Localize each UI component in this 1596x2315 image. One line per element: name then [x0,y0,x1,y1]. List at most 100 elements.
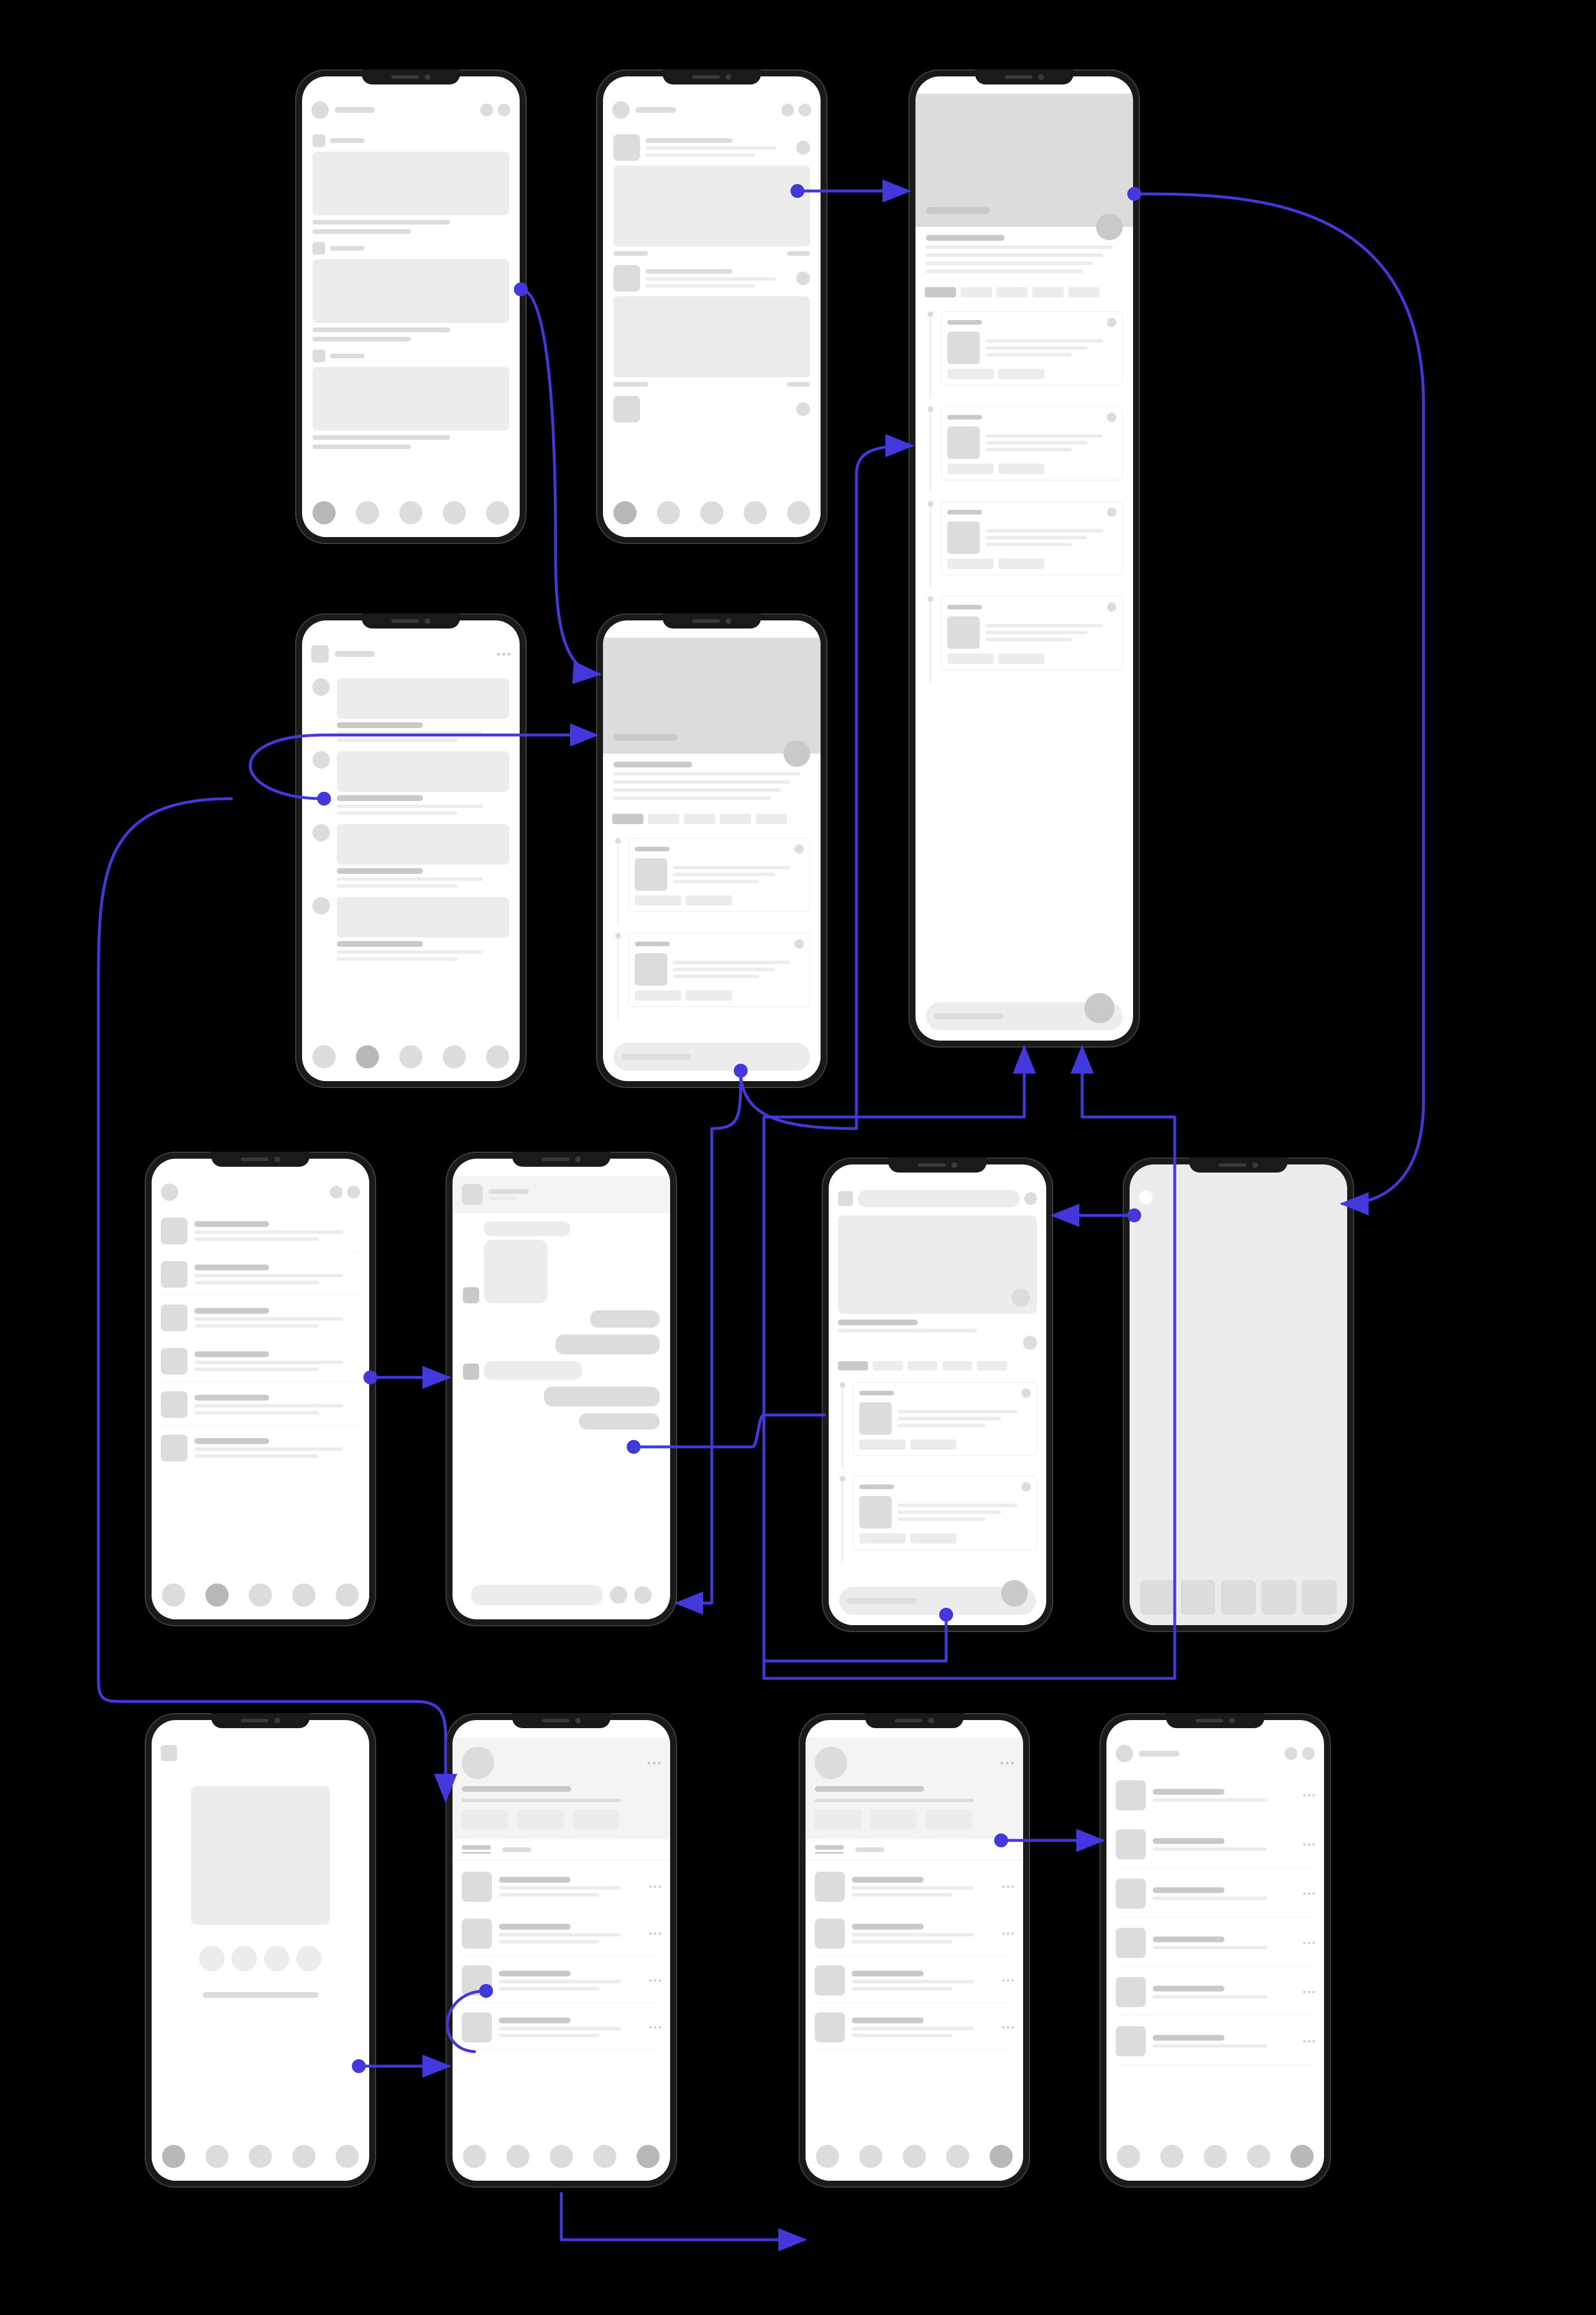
tab-item[interactable] [443,501,466,524]
back-button[interactable] [1139,1190,1153,1204]
header-action-icon[interactable] [1285,1747,1297,1760]
segment-tab[interactable] [925,287,956,297]
media-card[interactable] [613,134,810,256]
tab-item[interactable] [205,2145,229,2168]
list-row[interactable] [1116,1772,1315,1819]
tab-item[interactable] [1290,2145,1314,2168]
tab-item[interactable] [506,2145,529,2168]
tab-item[interactable] [486,501,509,524]
segment-tab[interactable] [756,814,787,824]
list-row[interactable] [1116,1920,1315,1967]
tab-item[interactable] [1204,2145,1227,2168]
tab-item[interactable] [990,2145,1013,2168]
header-avatar[interactable] [311,645,329,663]
tab-item[interactable] [637,2145,660,2168]
tab-item[interactable] [816,2145,839,2168]
timeline-card[interactable] [628,933,810,1007]
tab-item[interactable] [657,501,680,524]
timeline-card[interactable] [941,311,1123,385]
tab-item[interactable] [312,501,336,524]
inbox-row[interactable] [161,1428,360,1469]
search-input[interactable] [858,1190,1020,1207]
chat-bubble-outgoing[interactable] [544,1387,660,1406]
header-action-icon[interactable] [1302,1747,1315,1760]
profile-avatar[interactable] [462,1747,494,1779]
profile-list-item[interactable] [462,1865,661,1909]
send-icon[interactable] [634,1586,652,1604]
hero-action-button[interactable] [784,740,810,767]
media-card[interactable] [613,265,810,387]
attach-icon[interactable] [610,1586,627,1604]
tab-item[interactable] [356,501,379,524]
chat-bubble-outgoing[interactable] [556,1335,660,1354]
chat-bubble-outgoing[interactable] [579,1413,660,1430]
timeline-card[interactable] [853,1476,1037,1550]
tab-item[interactable] [550,2145,573,2168]
more-icon[interactable] [1001,1762,1014,1765]
header-action-icon[interactable] [330,1186,343,1199]
chat-input[interactable] [471,1585,603,1605]
feed-list-item[interactable] [312,678,509,742]
profile-list-item[interactable] [815,1912,1014,1956]
segment-tab[interactable] [1068,287,1099,297]
tab-item[interactable] [486,1045,509,1068]
thumbnail[interactable] [1262,1580,1296,1615]
thumbnail[interactable] [1221,1580,1256,1615]
timeline-card[interactable] [941,596,1123,670]
more-icon[interactable] [648,1762,661,1765]
chat-bubble-outgoing[interactable] [590,1310,660,1328]
profile-list-item[interactable] [462,1958,661,2003]
list-row[interactable] [1116,1969,1315,2016]
tab-item[interactable] [162,2145,185,2168]
story-avatar[interactable] [231,1946,257,1971]
tab-item[interactable] [336,2145,359,2168]
header-action-icon[interactable] [480,104,493,116]
tab-item[interactable] [205,1583,229,1607]
tab-item[interactable] [399,1045,422,1068]
profile-list-item[interactable] [815,2005,1014,2050]
tab-item[interactable] [593,2145,616,2168]
header-avatar[interactable] [311,101,329,119]
tab-item[interactable] [859,2145,882,2168]
floating-action-button[interactable] [1084,993,1115,1023]
list-row[interactable] [1116,2018,1315,2065]
header-action-icon[interactable] [799,104,811,116]
tab-item[interactable] [336,1583,359,1607]
tab-item[interactable] [613,501,637,524]
profile-list-item[interactable] [815,1865,1014,1909]
story-avatar[interactable] [296,1946,322,1971]
feed-list-item[interactable] [312,751,509,815]
header-avatar[interactable] [1116,1745,1133,1762]
comment-input-bar[interactable] [926,1002,1123,1030]
feed-card[interactable] [312,134,509,234]
profile-tab[interactable] [502,1847,531,1852]
header-action-icon[interactable] [498,104,510,116]
tab-item[interactable] [1117,2145,1140,2168]
tab-item[interactable] [903,2145,926,2168]
inbox-row[interactable] [161,1298,360,1339]
tab-item[interactable] [249,2145,272,2168]
close-icon[interactable] [161,1745,177,1761]
comment-input-bar[interactable] [613,1043,810,1071]
feed-list-item[interactable] [312,824,509,888]
tab-item[interactable] [946,2145,969,2168]
profile-avatar[interactable] [815,1747,847,1779]
header-avatar[interactable] [161,1184,178,1201]
timeline-card[interactable] [853,1382,1037,1456]
tab-item[interactable] [700,501,723,524]
chat-header[interactable] [453,1176,670,1213]
floating-action-button[interactable] [1001,1580,1028,1607]
tab-item[interactable] [463,2145,486,2168]
inbox-row[interactable] [161,1341,360,1382]
story-avatar[interactable] [264,1946,289,1971]
segment-tab[interactable] [612,814,643,824]
timeline-card[interactable] [941,406,1123,480]
tab-item[interactable] [399,501,422,524]
tab-item[interactable] [292,2145,315,2168]
list-row[interactable] [1116,1871,1315,1917]
segment-tab[interactable] [961,287,992,297]
bottom-action-bar[interactable] [839,1587,1036,1615]
inbox-row[interactable] [161,1211,360,1252]
feed-list-item[interactable] [312,897,509,961]
profile-list-item[interactable] [462,1912,661,1956]
